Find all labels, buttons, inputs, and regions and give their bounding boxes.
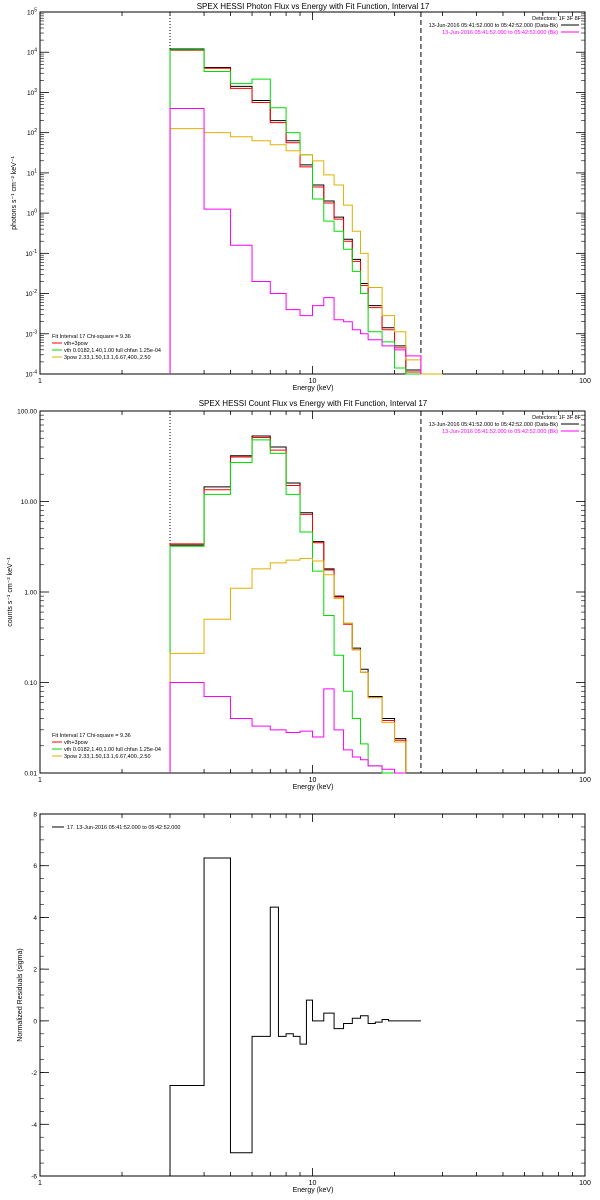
panel2-series-data-bk <box>169 435 407 773</box>
panel1-xtick-label: 100 <box>579 378 591 385</box>
panel2-x-label: Energy (keV) <box>293 784 334 791</box>
panel1-y-label: photons s⁻¹ cm⁻² keV⁻¹ <box>11 155 18 229</box>
panel3-ytick-label: -6 <box>31 1174 37 1181</box>
panel3-legend: 17. 13-Jun-2016 05:41:52.000 to 05:42:52… <box>52 825 180 831</box>
panel2-fit-legend: Fit Interval 17 Chi-square = 9.36vth+3po… <box>52 733 161 760</box>
panel1-x-label: Energy (keV) <box>293 385 334 392</box>
panel3-xtick-label: 100 <box>579 1180 591 1187</box>
panel1-ytick-label: 101 <box>27 168 37 177</box>
panel-photon-flux: SPEX HESSI Photon Flux vs Energy with Fi… <box>11 2 591 392</box>
panel2-series-fit <box>169 436 407 773</box>
panel2-axes: 1 10 100 0.01 0.10 1.00 10.00 100.00 <box>17 409 591 785</box>
panel2-xtick-label: 10 <box>309 777 317 784</box>
panel2-y-label: counts s⁻¹ cm⁻² keV⁻¹ <box>7 557 14 627</box>
panel1-series-vth <box>169 49 421 375</box>
panel1-xtick-label: 1 <box>38 378 42 385</box>
panel2-ytick-label: 1.00 <box>24 590 37 597</box>
panel1-series-data-bk <box>169 48 422 374</box>
panel2-fit-text: vth+3pow <box>64 740 88 746</box>
panel1-series-3pow <box>169 128 443 375</box>
panel1-fit-text: vth 0.0182,1.40,1.00 full chfan 1.25e-04 <box>64 348 161 354</box>
panel2-title: SPEX HESSI Count Flux vs Energy with Fit… <box>199 399 428 408</box>
panel1-ytick-label: 104 <box>27 48 37 57</box>
panel1-ytick-label: 103 <box>27 88 37 97</box>
panel1-header-text: 13-Jun-2016 05:41:52.000 to 05:42:52.000… <box>429 23 559 29</box>
panel1-fit-legend: Fit Interval 17 Chi-square = 9.36vth+3po… <box>52 334 161 361</box>
panel1-axes: 1 10 100 10-4 10-3 10-2 10-1 100 101 102 103 104 105 <box>25 8 591 386</box>
panel1-fit-text: 3pow 2.33,1.50,13.1,6.67,400.,2.50 <box>64 355 151 361</box>
panel2-header-text: Detectors: 1F 3F 8F <box>532 415 582 421</box>
panel3-ytick-label: 0 <box>33 1018 37 1025</box>
panel3-legend-text: 17. 13-Jun-2016 05:41:52.000 to 05:42:52… <box>67 825 180 831</box>
panel3-ytick-label: -4 <box>31 1122 37 1129</box>
panel3-series <box>169 857 421 1176</box>
panel1-xtick-label: 10 <box>309 378 317 385</box>
panel2-xtick-label: 100 <box>579 777 591 784</box>
panel2-series-bk <box>169 682 406 774</box>
panel1-series-fit <box>169 49 422 374</box>
panel2-series-vth <box>169 439 406 774</box>
panel2-fit-text: 3pow 2.33,1.50,13.1,6.67,400.,2.50 <box>64 754 151 760</box>
panel3-xtick-label: 10 <box>309 1180 317 1187</box>
panel3-axes: 1 10 100 -6 -4 -2 0 2 4 6 8 <box>31 812 591 1188</box>
panel3-xtick-label: 1 <box>38 1180 42 1187</box>
panel2-ytick-label: 0.01 <box>24 771 37 778</box>
panel1-header-text: 13-Jun-2016 05:41:52.000 to 05:42:52.000… <box>442 30 558 36</box>
panel1-ytick-label: 105 <box>27 8 37 17</box>
panel1-fit-text: Fit Interval 17 Chi-square = 9.36 <box>52 334 131 340</box>
panel2-header-text: 13-Jun-2016 05:41:52.000 to 05:42:52.000… <box>442 429 558 435</box>
panel1-ytick-label: 100 <box>27 209 37 218</box>
panel2-ytick-label: 0.10 <box>24 680 37 687</box>
panel3-ytick-label: 6 <box>33 863 37 870</box>
panel3-ytick-label: 8 <box>33 812 37 819</box>
panel1-ytick-label: 102 <box>27 128 37 137</box>
panel1-ytick-label: 10-3 <box>25 329 37 338</box>
panel1-header-text: Detectors: 1F 3F 8F <box>532 16 582 22</box>
panel2-fit-text: Fit Interval 17 Chi-square = 9.36 <box>52 733 131 739</box>
panel1-fit-text: vth+3pow <box>64 341 88 347</box>
panel-residuals: 1 10 100 -6 -4 -2 0 2 4 6 8 17. 13-Jun-2016 05:41:… <box>17 812 591 1195</box>
panel2-ytick-label: 100.00 <box>17 409 37 416</box>
panel1-series-bk <box>169 108 422 374</box>
panel3-series-residuals <box>169 857 421 1176</box>
panel1-ytick-label: 10-2 <box>25 289 37 298</box>
panel3-plot-area <box>39 813 586 1177</box>
panel3-ytick-label: 4 <box>33 915 37 922</box>
panel3-ytick-label: -2 <box>31 1070 37 1077</box>
panel1-ytick-label: 10-1 <box>25 249 37 258</box>
panel1-ytick-label: 10-4 <box>25 370 37 379</box>
panel2-ytick-label: 10.00 <box>21 499 38 506</box>
panel1-series <box>169 48 443 375</box>
panel2-xtick-label: 1 <box>38 777 42 784</box>
panel2-series <box>169 435 407 774</box>
panel2-series-3pow <box>169 557 407 773</box>
panel2-fit-text: vth 0.0182,1.40,1.00 full chfan 1.25e-04 <box>64 747 161 753</box>
panel2-header-text: 13-Jun-2016 05:41:52.000 to 05:42:52.000… <box>429 422 559 428</box>
panel3-ytick-label: 2 <box>33 967 37 974</box>
panel3-y-label: Normalized Residuals (sigma) <box>17 948 24 1041</box>
panel3-x-label: Energy (keV) <box>293 1187 334 1194</box>
panel1-title: SPEX HESSI Photon Flux vs Energy with Fi… <box>197 2 430 11</box>
panel-count-flux: SPEX HESSI Count Flux vs Energy with Fit… <box>7 399 591 791</box>
panel2-plot-area <box>39 410 586 774</box>
